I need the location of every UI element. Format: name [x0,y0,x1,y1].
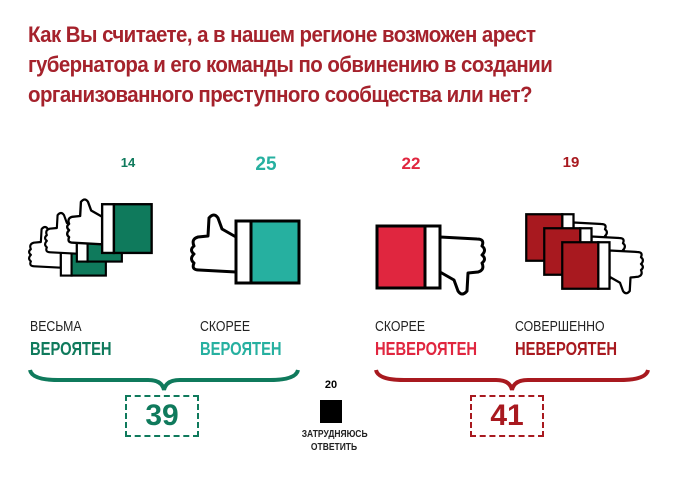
value-label-very-unlikely: 19 [562,154,580,171]
title-line: Как Вы считаете, а в нашем регионе возмо… [28,22,536,47]
category-line1: СКОРЕЕ [375,318,426,335]
category-rather-unlikely: СКОРЕЕ НЕВЕРОЯТЕН [375,316,477,360]
title-line: губернатора и его команды по обвинению в… [28,52,553,77]
thumbs-down-stack-icon [525,213,645,295]
category-line1: СОВЕРШЕННО [515,318,605,335]
category-line2: НЕВЕРОЯТЕН [515,339,618,359]
thumbs-down-icon [375,224,486,296]
category-rather-likely: СКОРЕЕ ВЕРОЯТЕН [200,316,282,360]
category-line2: НЕВЕРОЯТЕН [375,339,478,359]
unlikely-brace [374,369,650,391]
undecided-value: 20 [324,379,338,391]
undecided-square [320,400,342,423]
category-line1: ВЕСЬМА [30,318,82,335]
category-very-unlikely: СОВЕРШЕННО НЕВЕРОЯТЕН [515,316,617,360]
undecided-line1: ЗАТРУДНЯЮСЬ [301,429,368,440]
undecided-line2: ОТВЕТИТЬ [310,442,358,453]
value-label-very-likely: 14 [120,155,136,170]
likely-total: 39 [125,395,199,437]
likely-brace [28,369,300,391]
category-line2: ВЕРОЯТЕН [30,339,112,359]
question-title: Как Вы считаете, а в нашем регионе возмо… [28,20,623,110]
category-line1: СКОРЕЕ [200,318,251,335]
title-line: организованного преступного сообщества и… [28,82,533,107]
unlikely-total: 41 [470,395,544,437]
value-label-rather-likely: 25 [255,154,277,175]
category-line2: ВЕРОЯТЕН [200,339,282,359]
category-very-likely: ВЕСЬМА ВЕРОЯТЕН [30,316,112,360]
undecided-label: ЗАТРУДНЯЮСЬ ОТВЕТИТЬ [301,428,368,454]
value-label-rather-unlikely: 22 [401,154,421,173]
thumbs-up-stack-icon [27,198,153,277]
thumbs-up-icon [190,213,301,285]
